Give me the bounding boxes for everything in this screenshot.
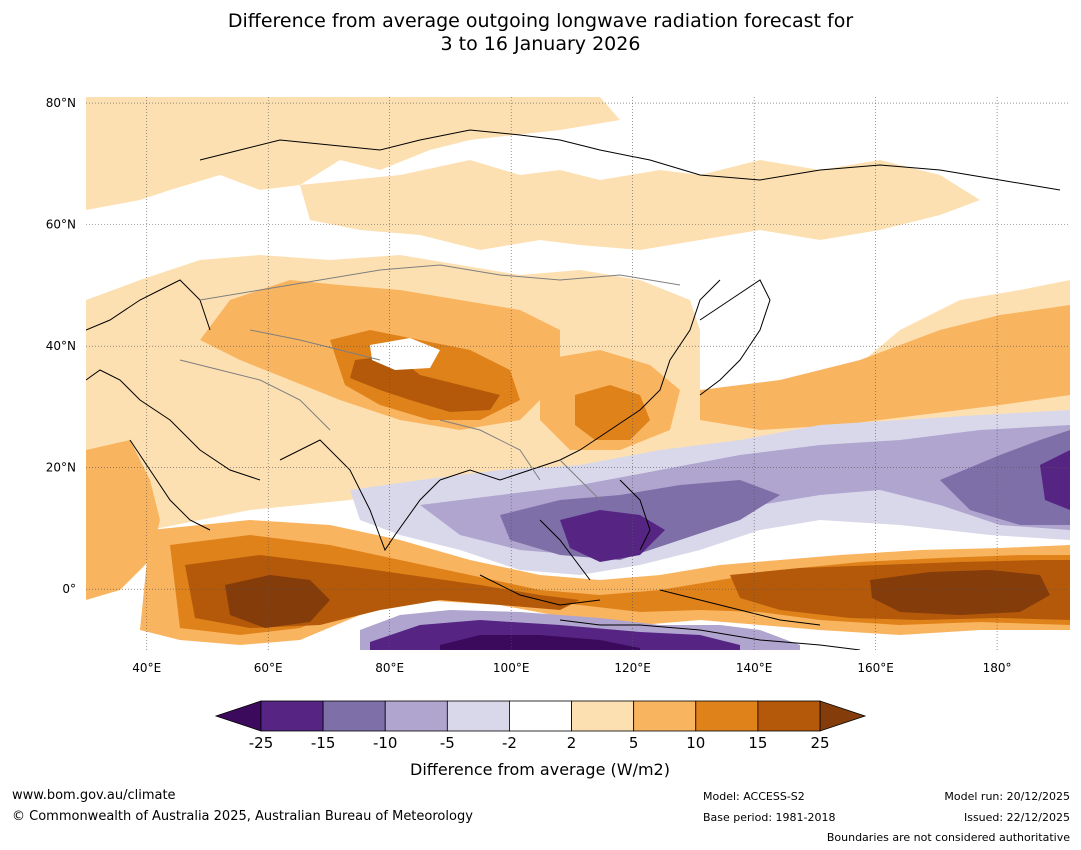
footer-copyright: © Commonwealth of Australia 2025, Austra… (12, 809, 473, 824)
chart-title-line2: 3 to 16 January 2026 (440, 33, 641, 55)
colorbar-tick-label: -15 (311, 734, 336, 752)
region-darkorange-china (575, 385, 650, 440)
footer-website[interactable]: www.bom.gov.au/climate (12, 788, 176, 803)
region-brown-tibet (350, 355, 500, 412)
x-tick-label: 60°E (254, 661, 283, 675)
colorbar-tick-labels: -25 -15 -10 -5 -2 2 5 10 15 25 (249, 734, 830, 752)
y-tick-label: 20°N (46, 461, 76, 475)
coastlines (86, 129, 1061, 650)
colorbar-tick-label: -2 (502, 734, 517, 752)
region-darkbrown-pacific (870, 570, 1050, 615)
y-tick-labels: 80°N 60°N 40°N 20°N 0° (46, 96, 76, 596)
x-tick-label: 80°E (375, 661, 404, 675)
x-tick-labels: 40°E 60°E 80°E 100°E 120°E 140°E 160°E 180° (132, 661, 1011, 675)
y-tick-label: 0° (62, 582, 76, 596)
country-borders (179, 264, 681, 501)
y-tick-label: 40°N (46, 339, 76, 353)
region-orange-africa (86, 440, 160, 600)
colorbar-segment-8 (757, 700, 821, 732)
footer-base-period: Base period: 1981-2018 (703, 811, 836, 824)
x-tick-label: 160°E (857, 661, 894, 675)
latitude-gridlines (86, 102, 1070, 590)
x-tick-label: 180° (983, 661, 1012, 675)
colorbar-segment-4 (509, 700, 572, 732)
longitude-gridlines (146, 97, 998, 650)
colorbar-segment-3 (446, 700, 510, 732)
x-tick-label: 120°E (614, 661, 651, 675)
colorbar-tick-label: 25 (810, 734, 829, 752)
x-tick-label: 40°E (132, 661, 161, 675)
colorbar-tick-label: -5 (440, 734, 455, 752)
footer-disclaimer: Boundaries are not considered authoritat… (826, 831, 1070, 844)
map-area (86, 97, 1070, 650)
x-tick-label: 100°E (493, 661, 530, 675)
y-tick-label: 60°N (46, 218, 76, 232)
colorbar-tick-label: 15 (748, 734, 767, 752)
region-cream-north (86, 97, 620, 210)
colorbar-under-arrow (214, 700, 262, 732)
footer-model-run: Model run: 20/12/2025 (944, 790, 1070, 803)
colorbar-tick-label: 2 (567, 734, 577, 752)
colorbar-segment-7 (695, 700, 759, 732)
colorbar-label: Difference from average (W/m2) (410, 760, 670, 779)
region-darkpurple-tropics (560, 510, 665, 562)
x-tick-label: 140°E (736, 661, 773, 675)
colorbar-tick-label: 10 (686, 734, 705, 752)
colorbar-segment-2 (384, 700, 448, 732)
colorbar-tick-label: -25 (249, 734, 274, 752)
colorbar-tick-label: 5 (629, 734, 639, 752)
footer-model: Model: ACCESS-S2 (703, 790, 805, 803)
region-medpurple-pacific (940, 430, 1070, 525)
colorbar-segment-5 (571, 700, 635, 732)
region-darkpurple-pacific (1040, 450, 1070, 510)
region-deeppurple-south (440, 635, 640, 650)
colorbar (214, 700, 867, 732)
colorbar-over-arrow (819, 700, 867, 732)
region-darkbrown-indian (225, 575, 330, 628)
footer-issued: Issued: 22/12/2025 (963, 811, 1070, 824)
chart-title: Difference from average outgoing longwav… (0, 10, 1081, 56)
y-tick-label: 80°N (46, 96, 76, 110)
colorbar-segment-6 (633, 700, 697, 732)
region-cream-siberia (300, 160, 980, 250)
region-orange-pacific (700, 305, 1070, 430)
colorbar-segment-0 (260, 700, 324, 732)
colorbar-tick-label: -10 (373, 734, 398, 752)
colorbar-segment-1 (322, 700, 386, 732)
chart-title-line1: Difference from average outgoing longwav… (227, 10, 854, 32)
